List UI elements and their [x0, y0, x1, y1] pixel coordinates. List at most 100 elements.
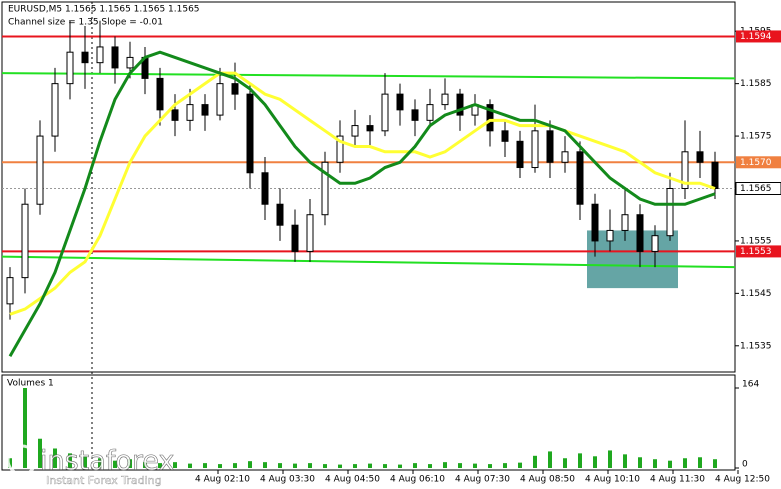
- current-price-tag: [735, 182, 781, 195]
- highlight-box: [587, 230, 678, 289]
- volume-bar: [263, 462, 267, 468]
- volume-bar: [353, 464, 357, 468]
- y-tick-label: 1.1555: [740, 236, 772, 246]
- volume-tick-label: 0: [742, 460, 748, 470]
- candle-body: [501, 130, 509, 142]
- volume-bar: [503, 463, 507, 468]
- x-tick-label: 4 Aug 12:50: [715, 475, 770, 485]
- level-tag: [736, 30, 781, 43]
- x-tick-label: 4 Aug 07:30: [455, 475, 510, 485]
- candle-body: [156, 77, 164, 111]
- volume-bar: [233, 463, 237, 468]
- volume-bar: [368, 463, 372, 468]
- y-tick-label: 1.1535: [740, 341, 772, 351]
- candle-body: [591, 203, 599, 242]
- y-tick-label: 1.1585: [740, 79, 772, 89]
- candle-body: [336, 135, 344, 163]
- candle-body: [186, 104, 194, 121]
- x-tick-label: 4 Aug 02:10: [195, 475, 250, 485]
- volume-bar: [488, 464, 492, 468]
- candle-body: [696, 151, 704, 163]
- candle-body: [366, 125, 374, 132]
- level-label: 1.1594: [740, 32, 772, 42]
- x-tick-label: 4 Aug 08:50: [520, 475, 575, 485]
- chart-subtitle: Channel size = 1.35 Slope = -0.01: [8, 18, 163, 28]
- volume-bar: [533, 455, 537, 468]
- volume-bar: [188, 463, 192, 468]
- volume-bar: [113, 460, 117, 468]
- candle-body: [411, 109, 419, 121]
- level-tag: [736, 245, 781, 258]
- candle-body: [441, 93, 449, 106]
- candle-body: [261, 172, 269, 205]
- candle-body: [201, 104, 209, 116]
- volume-bar: [548, 451, 552, 468]
- candle-body: [546, 130, 554, 163]
- x-tick-label: 4 Aug 11:30: [650, 475, 705, 485]
- y-tick-label: 1.1545: [740, 289, 772, 299]
- candle-body: [81, 51, 89, 64]
- volume-bar: [323, 464, 327, 468]
- candle-body: [681, 151, 689, 190]
- candle-body: [561, 151, 569, 163]
- level-label: 1.1553: [740, 247, 772, 257]
- candle-body: [396, 93, 404, 111]
- watermark-logo: [6, 444, 38, 476]
- volume-bar: [278, 463, 282, 468]
- volume-bar: [608, 450, 612, 468]
- candle-body: [231, 83, 239, 95]
- channel-line: [1, 72, 736, 80]
- y-tick-label: 1.1575: [740, 132, 772, 142]
- volume-tick-label: 164: [742, 380, 759, 390]
- channel-line: [1, 255, 736, 269]
- candle-body: [666, 188, 674, 237]
- x-tick-label: 4 Aug 04:50: [325, 475, 380, 485]
- candle-body: [576, 151, 584, 205]
- candle-body: [66, 51, 74, 85]
- candle-body: [426, 104, 434, 121]
- volume-bar: [338, 464, 342, 468]
- candle-body: [21, 203, 29, 279]
- volume-bar: [398, 464, 402, 468]
- level-tag: [736, 156, 781, 169]
- candle-body: [111, 46, 119, 69]
- x-tick-label: 4 Aug 06:10: [390, 475, 445, 485]
- volume-bar: [668, 460, 672, 468]
- volume-bar: [413, 463, 417, 468]
- current-price-label: 1.1565: [740, 184, 772, 194]
- volume-bar: [653, 459, 657, 468]
- candle-body: [531, 130, 539, 169]
- candle-body: [96, 46, 104, 64]
- candle-body: [351, 125, 359, 137]
- candle-body: [651, 235, 659, 252]
- volume-bar: [158, 463, 162, 468]
- volume-bar: [623, 454, 627, 468]
- candle-body: [711, 161, 719, 190]
- volume-bar: [83, 455, 87, 468]
- candle-body: [51, 83, 59, 137]
- candle-body: [306, 214, 314, 252]
- candle-body: [291, 224, 299, 252]
- candle-body: [636, 214, 644, 252]
- volume-bar: [563, 458, 567, 468]
- volume-bar: [698, 457, 702, 468]
- candle-body: [486, 104, 494, 132]
- volume-bar: [308, 463, 312, 468]
- candle-body: [246, 93, 254, 174]
- price-frame: [1, 1, 736, 373]
- candle-body: [171, 109, 179, 121]
- volume-bar: [683, 458, 687, 468]
- candle-body: [276, 203, 284, 226]
- volume-bar: [38, 438, 42, 468]
- candle-body: [381, 93, 389, 132]
- candle-body: [6, 277, 14, 305]
- watermark: instaforex Instant Forex Trading: [6, 444, 175, 487]
- volume-bar: [383, 464, 387, 468]
- volume-bar: [98, 458, 102, 468]
- volume-title: Volumes 1: [7, 379, 54, 389]
- volume-bar: [458, 463, 462, 468]
- volume-bar: [23, 388, 27, 468]
- volume-bar: [293, 463, 297, 468]
- volume-bar: [518, 462, 522, 468]
